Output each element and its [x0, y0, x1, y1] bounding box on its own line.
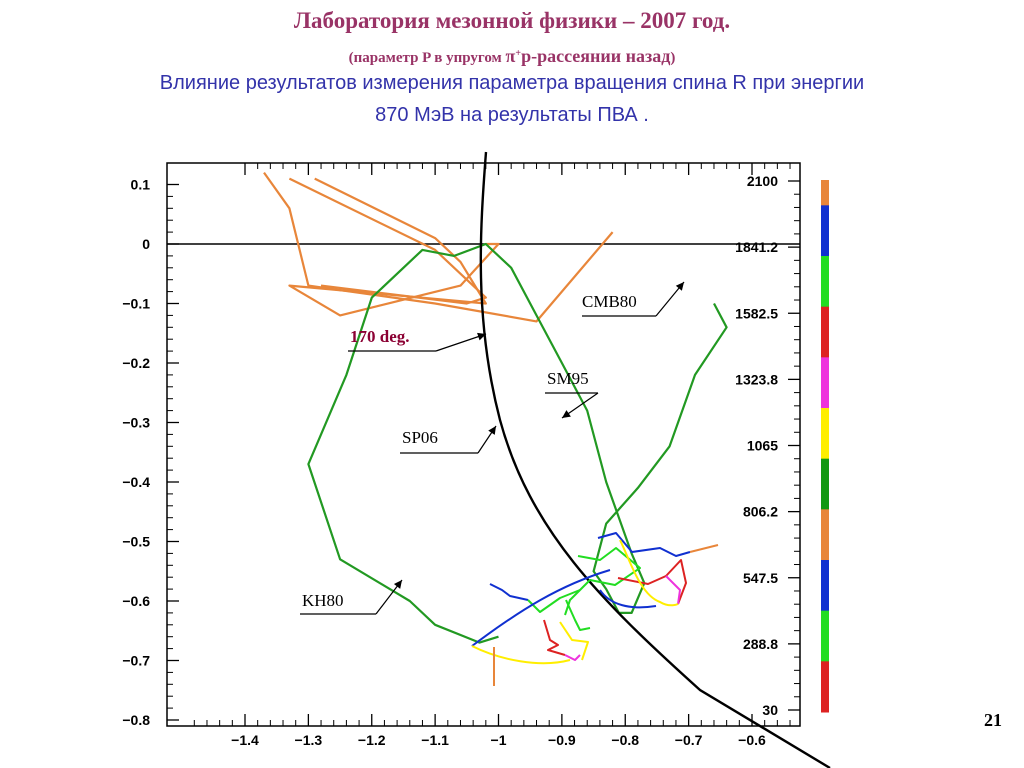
spiral-trace	[471, 645, 571, 665]
spiral-trace	[619, 539, 679, 607]
right-scale-label: 1323.8	[735, 371, 778, 387]
slide-subtitle: (параметр P в упругом π+p-рассеянии наза…	[0, 46, 1024, 67]
slide-title: Лаборатория мезонной физики – 2007 год.	[293, 8, 731, 33]
color-bar-segment	[821, 230, 829, 257]
series-line-cmb80-c	[263, 171, 614, 323]
y-tick-label: −0.6	[122, 593, 150, 609]
x-tick-label: −1.4	[231, 732, 259, 748]
label-sm95: SM95	[547, 369, 589, 388]
color-bar-segment	[821, 686, 829, 713]
spiral-trace	[665, 575, 681, 605]
y-tick-label: 0.1	[131, 177, 151, 193]
x-tick-label: −0.6	[738, 732, 766, 748]
color-bar-segment	[821, 281, 829, 308]
right-scale-label: 30	[762, 702, 778, 718]
color-bar-segment	[821, 433, 829, 460]
y-tick-label: −0.5	[122, 534, 150, 550]
spiral-trace	[597, 532, 691, 557]
x-tick-label: −0.7	[675, 732, 703, 748]
plot-frame	[166, 162, 801, 727]
label-170-deg: 170 deg.	[350, 327, 410, 346]
spiral-trace	[527, 589, 581, 613]
label-kh80: KH80	[302, 591, 344, 610]
color-bar-segment	[821, 306, 829, 333]
description-line-2: 870 МэВ на результаты ПВА .	[375, 104, 649, 126]
page-number: 21	[984, 710, 1002, 730]
color-bar-segment	[821, 636, 829, 662]
color-bar-segment	[821, 205, 829, 232]
color-bar-segment	[821, 509, 829, 536]
right-scale-label: 1841.2	[735, 239, 778, 255]
spiral-trace	[599, 589, 657, 609]
color-bar-segment	[821, 585, 829, 612]
spiral-trace	[617, 559, 687, 605]
description-line-1: Влияние результатов измерения параметра …	[159, 72, 865, 94]
right-scale-label: 288.8	[743, 636, 778, 652]
color-bar-segment	[821, 610, 829, 637]
spiral-trace	[565, 599, 591, 631]
series-line-kh80	[307, 242, 728, 644]
color-bar-segment	[821, 458, 829, 485]
right-scale-label: 547.5	[743, 570, 778, 586]
y-tick-label: −0.7	[122, 653, 150, 669]
arrow-170-deg-arrowhead	[477, 332, 486, 341]
curve-170-deg	[479, 151, 831, 768]
spiral-trace	[564, 547, 641, 616]
spiral-trace	[689, 544, 719, 553]
y-tick-label: −0.2	[122, 355, 150, 371]
color-bar-segment	[821, 256, 829, 282]
color-bar-segment	[821, 382, 829, 409]
spiral-trace	[559, 621, 589, 661]
color-bar-segment	[821, 357, 829, 384]
spiral-trace	[543, 619, 566, 656]
subtitle-pi: π	[505, 46, 516, 66]
arrow-sm95-arrowhead	[562, 410, 571, 418]
y-tick-label: −0.1	[122, 296, 150, 312]
series-line-cmb80	[288, 177, 500, 317]
subtitle-post: )	[670, 50, 676, 66]
color-bar-segment	[821, 180, 829, 206]
x-tick-label: −1.3	[295, 732, 323, 748]
spiral-trace	[471, 569, 611, 647]
color-bar-segment	[821, 534, 829, 561]
label-cmb80: CMB80	[582, 292, 637, 311]
x-tick-label: −1	[491, 732, 507, 748]
y-tick-label: 0	[142, 236, 150, 252]
arrow-sp06-arrowhead	[488, 426, 496, 435]
x-tick-label: −0.8	[611, 732, 639, 748]
label-sp06: SP06	[402, 428, 438, 447]
right-scale-label: 806.2	[743, 504, 778, 520]
color-bar-segment	[821, 484, 829, 510]
arrow-kh80-arrowhead	[393, 580, 402, 589]
color-bar-segment	[821, 661, 829, 688]
x-tick-label: −0.9	[548, 732, 576, 748]
spiral-trace	[564, 654, 581, 661]
arrow-cmb80-arrowhead	[675, 282, 684, 291]
series-line-cmb80-b	[288, 177, 487, 305]
right-scale-label: 1065	[747, 438, 778, 454]
color-bar-segment	[821, 408, 829, 434]
subtitle-mid: p-рассеянии назад	[521, 46, 671, 66]
x-tick-label: −1.2	[358, 732, 386, 748]
right-scale-label: 2100	[747, 173, 778, 189]
x-tick-label: −1.1	[421, 732, 449, 748]
subtitle-pre: (параметр P в упругом	[348, 50, 506, 66]
y-tick-label: −0.8	[122, 712, 150, 728]
spiral-trace	[489, 583, 529, 601]
color-bar-segment	[821, 560, 829, 586]
y-tick-label: −0.3	[122, 415, 150, 431]
right-scale-label: 1582.5	[735, 305, 778, 321]
color-bar-segment	[821, 332, 829, 358]
subtitle-sup: +	[515, 48, 522, 59]
y-tick-label: −0.4	[122, 474, 150, 490]
arrow-170-deg-line	[435, 333, 487, 352]
